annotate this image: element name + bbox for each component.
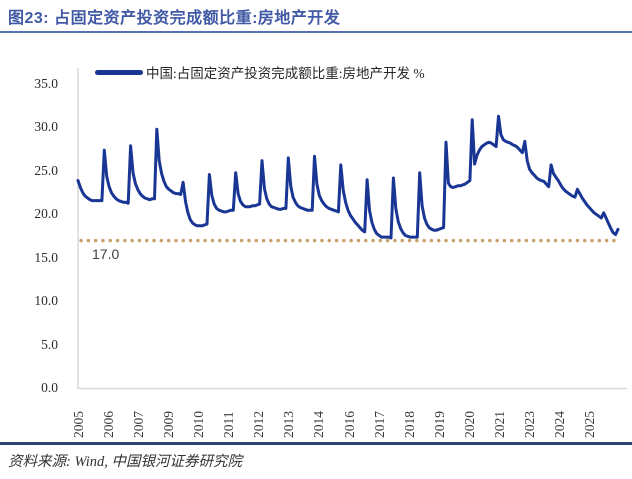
reference-value-label: 17.0 [92, 246, 120, 262]
x-tick-label: 2019 [431, 411, 447, 438]
x-tick-label: 2010 [191, 411, 207, 438]
x-tick-label: 2009 [161, 411, 177, 438]
y-tick-label: 20.0 [34, 206, 58, 221]
legend-line-marker [95, 69, 143, 75]
footer-separator [0, 442, 632, 445]
y-tick-label: 10.0 [34, 293, 58, 308]
source-caption: 资料来源: Wind, 中国银河证券研究院 [8, 454, 243, 470]
x-tick-label: 2012 [251, 411, 267, 438]
x-tick-label: 2014 [311, 411, 327, 438]
data-series-line [76, 114, 620, 240]
y-tick-label: 5.0 [41, 336, 58, 352]
x-tick-label: 2018 [401, 411, 417, 438]
legend-label: 中国:占固定资产投资完成额比重:房地产开发 % [146, 66, 425, 81]
title-underline [0, 31, 632, 33]
x-tick-label: 2013 [281, 411, 297, 438]
x-tick-label: 2021 [491, 411, 507, 438]
x-tick-label: 2006 [101, 411, 117, 438]
x-tick-label: 2005 [71, 411, 86, 438]
x-tick-label: 2016 [341, 411, 357, 438]
y-tick-label: 15.0 [34, 249, 58, 265]
x-tick-label: 2017 [371, 411, 387, 438]
x-tick-label: 2025 [582, 411, 598, 438]
x-tick-label: 2020 [461, 411, 477, 438]
x-tick-label: 2011 [221, 411, 237, 439]
y-tick-label: 35.0 [34, 75, 58, 91]
legend: 中国:占固定资产投资完成额比重:房地产开发 % [95, 62, 425, 82]
x-tick-label: 2007 [131, 411, 147, 438]
page-title: 图23: 占固定资产投资完成额比重:房地产开发 [8, 10, 341, 27]
x-tick-label: 2024 [551, 411, 567, 438]
y-tick-label: 25.0 [34, 162, 58, 178]
y-tick-label: 30.0 [34, 119, 58, 134]
x-tick-label: 2023 [521, 411, 537, 438]
y-tick-label: 0.0 [41, 380, 58, 395]
